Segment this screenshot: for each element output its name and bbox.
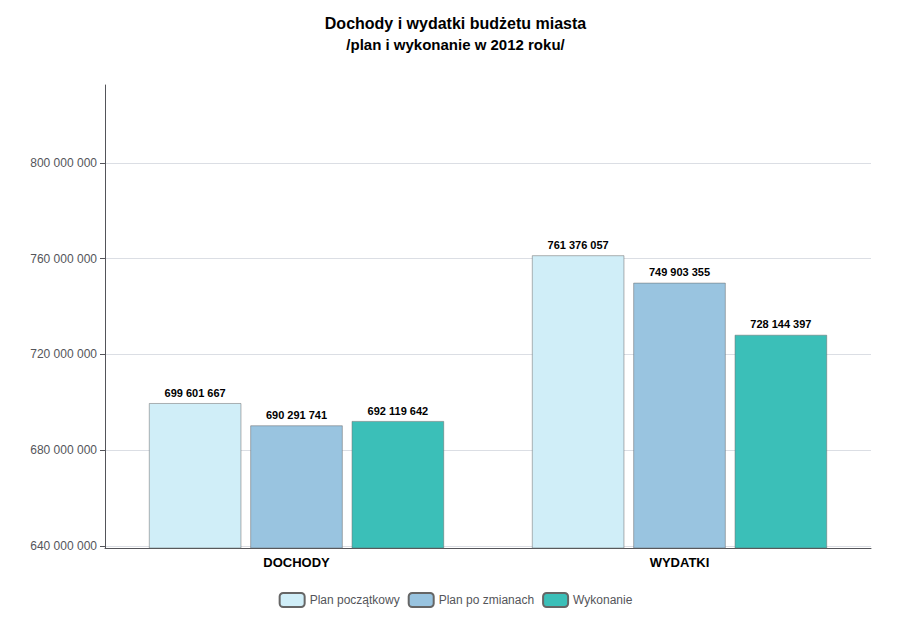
svg-text:Wykonanie: Wykonanie <box>573 593 633 607</box>
svg-text:749 903 355: 749 903 355 <box>649 266 710 278</box>
svg-text:761 376 057: 761 376 057 <box>548 239 609 251</box>
svg-text:DOCHODY: DOCHODY <box>263 555 330 570</box>
svg-text:690 291 741: 690 291 741 <box>266 409 327 421</box>
svg-text:640 000 000: 640 000 000 <box>30 539 97 553</box>
svg-text:Dochody i wydatki budżetu mias: Dochody i wydatki budżetu miasta <box>325 15 586 32</box>
svg-text:/plan i wykonanie w 2012 roku/: /plan i wykonanie w 2012 roku/ <box>346 36 565 53</box>
svg-text:WYDATKI: WYDATKI <box>650 555 710 570</box>
svg-text:699 601 667: 699 601 667 <box>165 387 226 399</box>
svg-text:760 000 000: 760 000 000 <box>30 252 97 266</box>
svg-text:Plan po zmianach: Plan po zmianach <box>439 593 534 607</box>
svg-text:720 000 000: 720 000 000 <box>30 347 97 361</box>
svg-text:728 144 397: 728 144 397 <box>750 318 811 330</box>
svg-text:800 000 000: 800 000 000 <box>30 156 97 170</box>
svg-text:Plan początkowy: Plan początkowy <box>310 593 400 607</box>
svg-text:692 119 642: 692 119 642 <box>368 405 429 417</box>
svg-text:680 000 000: 680 000 000 <box>30 443 97 457</box>
